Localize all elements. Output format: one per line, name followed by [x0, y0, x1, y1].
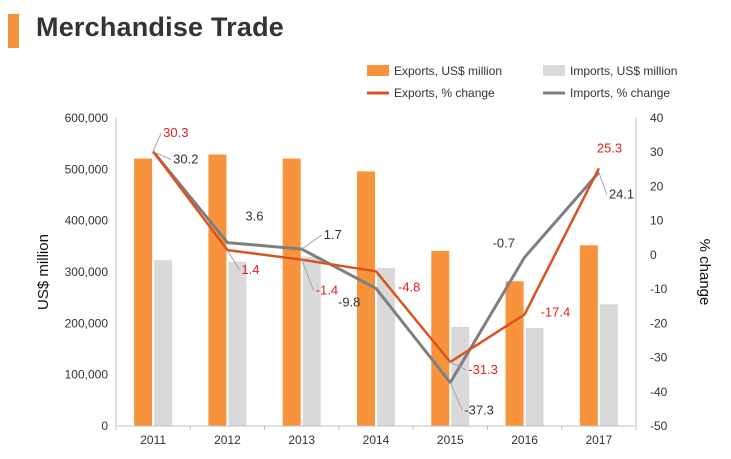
- legend-label-3: Imports, % change: [570, 86, 670, 100]
- exports-label-leader: [152, 132, 162, 152]
- imports-label-leader: [301, 234, 323, 250]
- left-tick-label: 300,000: [65, 265, 109, 279]
- legend-label-1: Imports, US$ million: [570, 64, 677, 78]
- left-tick-label: 200,000: [65, 316, 109, 330]
- exports-pct-label-2017: 25.3: [597, 140, 622, 155]
- imports-pct-label-2016: -0.7: [493, 235, 515, 250]
- exports-pct-label-2012: 1.4: [241, 262, 259, 277]
- x-tick-label: 2016: [511, 433, 538, 447]
- page-title: Merchandise Trade: [36, 12, 284, 42]
- exports-label-leader: [450, 361, 467, 371]
- x-tick-label: 2013: [288, 433, 315, 447]
- left-tick-label: 600,000: [65, 111, 109, 125]
- right-tick-label: -40: [650, 385, 668, 399]
- right-tick-label: 10: [650, 214, 664, 228]
- exports-pct-label-2011: 30.3: [163, 125, 188, 140]
- imports-bar-2017: [599, 304, 618, 426]
- exports-bar-2016: [505, 281, 524, 426]
- left-tick-label: 100,000: [65, 368, 109, 382]
- left-tick-label: 0: [101, 419, 108, 433]
- imports-bar-2011: [154, 260, 173, 426]
- legend-swatch: [543, 65, 565, 76]
- imports-pct-label-2014: -9.8: [338, 294, 360, 309]
- imports-label-leader: [598, 172, 608, 195]
- right-tick-label: -20: [650, 316, 668, 330]
- exports-pct-label-2016: -17.4: [541, 304, 571, 319]
- imports-pct-label-2012: 3.6: [245, 209, 263, 224]
- imports-label-leader: [449, 382, 463, 411]
- legend-swatch: [367, 65, 389, 76]
- right-tick-label: -10: [650, 282, 668, 296]
- exports-bar-2014: [357, 171, 375, 426]
- title-accent-bar: [8, 14, 19, 48]
- exports-bar-2015: [431, 250, 450, 426]
- exports-pct-label-2014: -4.8: [398, 279, 420, 294]
- exports-bar-2012: [208, 154, 227, 427]
- x-tick-label: 2014: [363, 433, 390, 447]
- imports-pct-label-2013: 1.7: [324, 227, 342, 242]
- right-tick-label: -30: [650, 351, 668, 365]
- x-tick-label: 2017: [586, 433, 613, 447]
- exports-label-leader: [226, 249, 240, 271]
- exports-pct-label-2013: -1.4: [316, 283, 338, 298]
- right-tick-label: -50: [650, 419, 668, 433]
- exports-bar-2013: [282, 158, 301, 426]
- imports-bar-2013: [302, 256, 321, 426]
- exports-bar-2017: [579, 245, 598, 426]
- x-tick-label: 2012: [214, 433, 241, 447]
- exports-pct-label-2015: -31.3: [468, 362, 498, 377]
- right-tick-label: 30: [650, 145, 664, 159]
- left-tick-label: 400,000: [65, 214, 109, 228]
- imports-bar-2016: [525, 327, 544, 426]
- y2-axis-title: % change: [696, 239, 713, 306]
- legend-label-2: Exports, % change: [394, 86, 495, 100]
- exports-label-leader: [301, 259, 315, 291]
- left-tick-label: 500,000: [65, 162, 109, 176]
- y-axis-title: US$ million: [35, 234, 52, 310]
- imports-pct-label-2011: 30.2: [173, 152, 198, 167]
- exports-bar-2011: [134, 158, 153, 426]
- x-tick-label: 2015: [437, 433, 464, 447]
- imports-pct-label-2015: -37.3: [464, 403, 494, 418]
- x-tick-label: 2011: [140, 433, 166, 447]
- legend-label-0: Exports, US$ million: [394, 64, 502, 78]
- right-tick-label: 40: [650, 111, 664, 125]
- imports-label-leader: [152, 151, 172, 160]
- imports-bar-2012: [228, 261, 247, 426]
- right-tick-label: 0: [650, 248, 657, 262]
- imports-pct-line: [151, 150, 600, 385]
- imports-pct-label-2017: 24.1: [609, 186, 634, 201]
- right-tick-label: 20: [650, 179, 664, 193]
